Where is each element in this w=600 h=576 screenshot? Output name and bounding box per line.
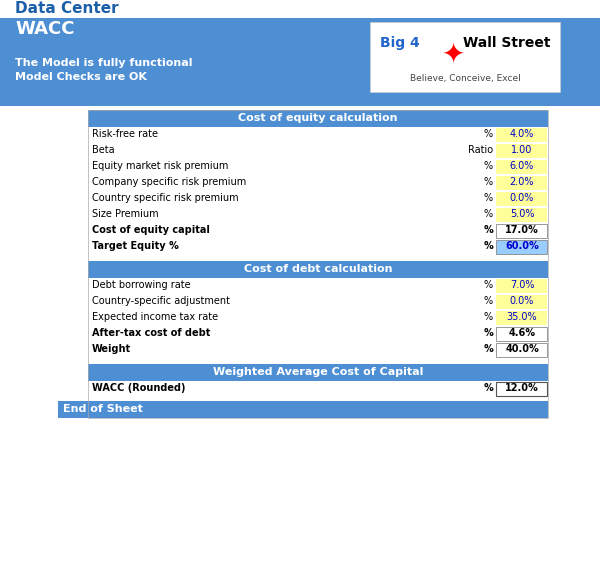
Bar bbox=[88, 342, 496, 358]
Text: 0.0%: 0.0% bbox=[510, 296, 534, 306]
Text: End of Sheet: End of Sheet bbox=[63, 404, 143, 414]
Bar bbox=[496, 128, 547, 142]
Text: %: % bbox=[484, 193, 493, 203]
Bar bbox=[370, 22, 560, 92]
Text: 1.00: 1.00 bbox=[511, 145, 533, 155]
Text: Country specific risk premium: Country specific risk premium bbox=[92, 193, 239, 203]
Text: Model Checks are OK: Model Checks are OK bbox=[15, 72, 147, 82]
Bar bbox=[496, 160, 547, 174]
Text: 5.0%: 5.0% bbox=[510, 209, 534, 219]
Bar bbox=[88, 326, 496, 342]
Text: Weighted Average Cost of Capital: Weighted Average Cost of Capital bbox=[213, 367, 423, 377]
Text: %: % bbox=[484, 161, 493, 171]
Text: %: % bbox=[484, 296, 493, 306]
Bar bbox=[496, 208, 547, 222]
Bar bbox=[88, 364, 548, 381]
Bar bbox=[496, 192, 547, 206]
Text: WACC (Rounded): WACC (Rounded) bbox=[92, 383, 185, 393]
Bar bbox=[88, 159, 496, 175]
Text: Size Premium: Size Premium bbox=[92, 209, 158, 219]
Text: Wall Street: Wall Street bbox=[463, 36, 551, 50]
Bar bbox=[88, 223, 496, 239]
Text: 40.0%: 40.0% bbox=[505, 344, 539, 354]
Bar bbox=[88, 310, 496, 326]
Bar bbox=[496, 311, 547, 325]
Bar bbox=[88, 127, 496, 143]
Bar bbox=[88, 175, 496, 191]
Bar bbox=[88, 110, 548, 127]
Bar bbox=[88, 191, 496, 207]
Text: 2.0%: 2.0% bbox=[510, 177, 534, 187]
Bar bbox=[496, 343, 547, 357]
Text: After-tax cost of debt: After-tax cost of debt bbox=[92, 328, 211, 338]
Text: The Model is fully functional: The Model is fully functional bbox=[15, 58, 193, 68]
Bar bbox=[88, 110, 548, 418]
Bar bbox=[0, 0, 600, 18]
Text: 6.0%: 6.0% bbox=[510, 161, 534, 171]
Text: Cost of equity calculation: Cost of equity calculation bbox=[238, 113, 398, 123]
Text: Equity market risk premium: Equity market risk premium bbox=[92, 161, 229, 171]
Text: ✦: ✦ bbox=[442, 40, 464, 68]
Text: %: % bbox=[483, 328, 493, 338]
Text: %: % bbox=[484, 129, 493, 139]
Text: Company specific risk premium: Company specific risk premium bbox=[92, 177, 246, 187]
Bar bbox=[496, 240, 547, 254]
Text: Data Center: Data Center bbox=[15, 1, 119, 16]
Text: %: % bbox=[483, 225, 493, 235]
Bar bbox=[496, 295, 547, 309]
Text: Weight: Weight bbox=[92, 344, 131, 354]
Text: %: % bbox=[484, 177, 493, 187]
Text: 60.0%: 60.0% bbox=[505, 241, 539, 251]
Text: Beta: Beta bbox=[92, 145, 115, 155]
Bar bbox=[0, 18, 600, 106]
Text: Ratio: Ratio bbox=[468, 145, 493, 155]
Bar bbox=[88, 278, 496, 294]
Text: 17.0%: 17.0% bbox=[505, 225, 539, 235]
Bar bbox=[496, 144, 547, 158]
Bar bbox=[496, 382, 547, 396]
Text: 7.0%: 7.0% bbox=[510, 280, 534, 290]
Bar bbox=[496, 327, 547, 341]
Text: Big 4: Big 4 bbox=[380, 36, 420, 50]
Text: Cost of equity capital: Cost of equity capital bbox=[92, 225, 210, 235]
Text: 35.0%: 35.0% bbox=[506, 312, 538, 322]
Text: Risk-free rate: Risk-free rate bbox=[92, 129, 158, 139]
Bar bbox=[496, 224, 547, 238]
Text: 0.0%: 0.0% bbox=[510, 193, 534, 203]
Bar bbox=[88, 143, 496, 159]
Text: 4.6%: 4.6% bbox=[509, 328, 536, 338]
Text: Expected income tax rate: Expected income tax rate bbox=[92, 312, 218, 322]
Text: %: % bbox=[484, 312, 493, 322]
Bar bbox=[88, 294, 496, 310]
Bar bbox=[58, 401, 548, 418]
Text: %: % bbox=[484, 209, 493, 219]
Bar bbox=[88, 381, 496, 397]
Text: Cost of debt calculation: Cost of debt calculation bbox=[244, 264, 392, 274]
Bar bbox=[496, 279, 547, 293]
Text: %: % bbox=[483, 241, 493, 251]
Bar bbox=[88, 261, 548, 278]
Text: Country-specific adjustment: Country-specific adjustment bbox=[92, 296, 230, 306]
Text: Believe, Conceive, Excel: Believe, Conceive, Excel bbox=[410, 74, 520, 83]
Text: WACC: WACC bbox=[15, 20, 74, 38]
Text: %: % bbox=[483, 383, 493, 393]
Text: Target Equity %: Target Equity % bbox=[92, 241, 179, 251]
Text: 12.0%: 12.0% bbox=[505, 383, 539, 393]
Bar bbox=[496, 176, 547, 190]
Bar bbox=[88, 207, 496, 223]
Bar bbox=[88, 239, 496, 255]
Text: 4.0%: 4.0% bbox=[510, 129, 534, 139]
Text: Debt borrowing rate: Debt borrowing rate bbox=[92, 280, 191, 290]
Text: %: % bbox=[484, 280, 493, 290]
Text: %: % bbox=[483, 344, 493, 354]
